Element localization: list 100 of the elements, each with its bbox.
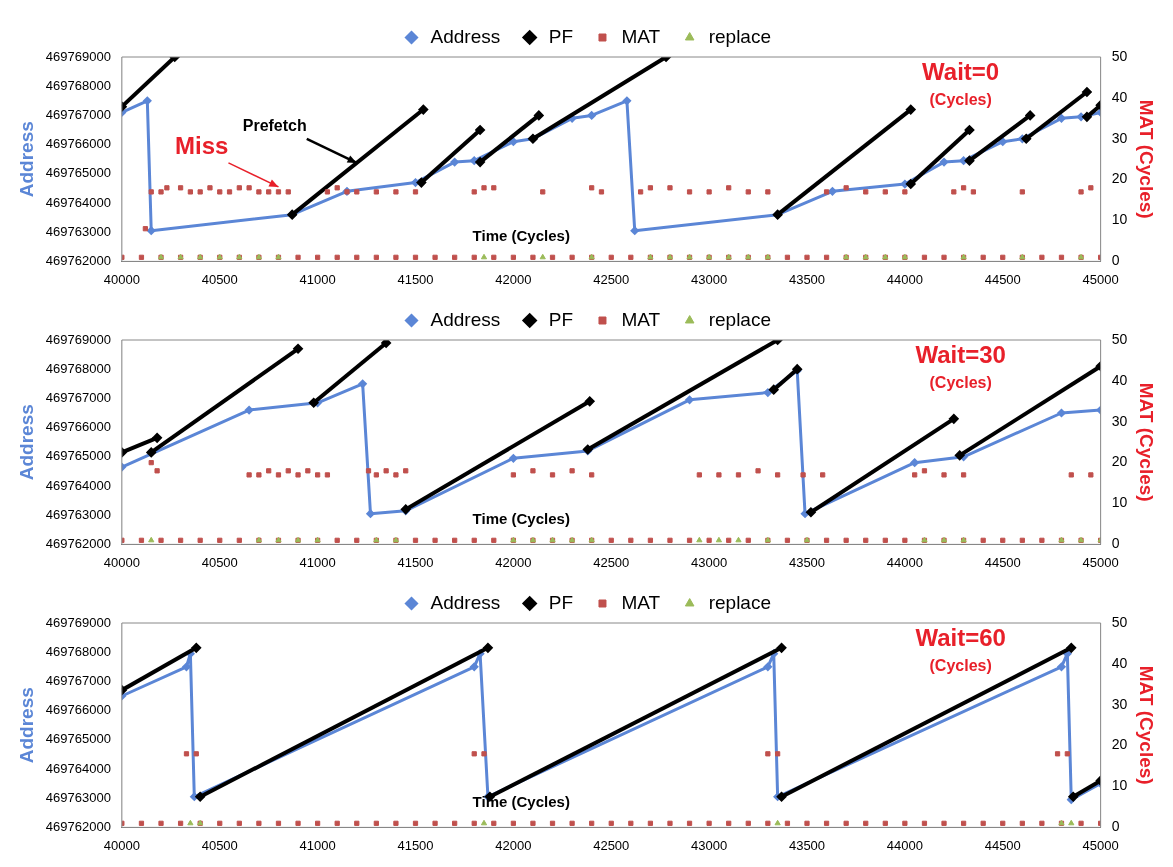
annotation: Wait=30 <box>915 340 1006 368</box>
y2-axis-title: MAT (Cycles) <box>1136 99 1158 219</box>
legend-label: replace <box>708 308 772 330</box>
annotation: Prefetch <box>242 117 307 135</box>
x-tick-label: 40000 <box>103 837 140 853</box>
x-tick-label: 45000 <box>1082 554 1119 570</box>
y2-tick-label: 40 <box>1111 371 1128 388</box>
legend-label: Address <box>430 25 501 47</box>
annotation: (Cycles) <box>929 657 992 675</box>
y-tick-label: 469767000 <box>45 106 111 122</box>
x-tick-label: 41000 <box>299 271 336 287</box>
y-tick-label: 469768000 <box>45 643 111 659</box>
y-tick-label: 469765000 <box>45 165 111 181</box>
y-tick-label: 469768000 <box>45 77 111 93</box>
x-tick-label: 43000 <box>691 837 728 853</box>
y-axis-title: Address <box>15 404 37 481</box>
y2-tick-label: 0 <box>1111 252 1120 269</box>
y-tick-label: 469763000 <box>45 506 111 522</box>
legend-label: replace <box>708 25 772 47</box>
y2-tick-label: 40 <box>1111 88 1128 105</box>
y-tick-label: 469764000 <box>45 760 111 776</box>
x-tick-label: 41000 <box>299 837 336 853</box>
y2-axis-title: MAT (Cycles) <box>1136 382 1158 502</box>
legend-label: MAT <box>621 308 661 330</box>
y2-tick-label: 20 <box>1111 736 1128 753</box>
x-tick-label: 42000 <box>495 837 532 853</box>
y2-tick-label: 50 <box>1111 47 1128 64</box>
x-tick-label: 44500 <box>984 837 1021 853</box>
x-tick-label: 45000 <box>1082 837 1119 853</box>
y2-tick-label: 50 <box>1111 330 1128 347</box>
y-axis-title: Address <box>15 687 37 764</box>
x-tick-label: 40500 <box>201 837 238 853</box>
y-tick-label: 469764000 <box>45 477 111 493</box>
annotation: Wait=0 <box>922 57 1000 85</box>
y2-tick-label: 20 <box>1111 170 1128 187</box>
x-tick-label: 43500 <box>788 837 826 853</box>
x-tick-label: 44000 <box>886 554 923 570</box>
legend-label: Address <box>430 308 501 330</box>
y-tick-label: 469769000 <box>45 48 111 64</box>
x-tick-label: 41500 <box>397 271 434 287</box>
y-tick-label: 469767000 <box>45 389 111 405</box>
y-tick-label: 469762000 <box>45 252 111 268</box>
y2-tick-label: 50 <box>1111 613 1128 630</box>
x-tick-label: 42500 <box>593 554 630 570</box>
x-axis-title: Time (Cycles) <box>472 510 570 528</box>
x-tick-label: 40500 <box>201 554 238 570</box>
annotation: (Cycles) <box>929 374 992 392</box>
x-tick-label: 45000 <box>1082 271 1119 287</box>
y-tick-label: 469762000 <box>45 535 111 551</box>
annotation: (Cycles) <box>929 91 992 109</box>
y-tick-label: 469763000 <box>45 789 111 805</box>
y-tick-label: 469766000 <box>45 702 111 718</box>
legend-label: PF <box>548 25 573 47</box>
y-tick-label: 469769000 <box>45 331 111 347</box>
x-tick-label: 43000 <box>691 271 728 287</box>
x-tick-label: 42000 <box>495 554 532 570</box>
legend-label: PF <box>548 308 573 330</box>
legend-label: MAT <box>621 591 661 613</box>
y2-tick-label: 30 <box>1111 129 1128 146</box>
y2-tick-label: 30 <box>1111 695 1128 712</box>
y2-tick-label: 10 <box>1111 494 1128 511</box>
y2-tick-label: 10 <box>1111 211 1128 228</box>
x-tick-label: 40000 <box>103 271 140 287</box>
y-tick-label: 469769000 <box>45 614 111 630</box>
legend-label: MAT <box>621 25 661 47</box>
x-tick-label: 44000 <box>886 837 923 853</box>
y-tick-label: 469766000 <box>45 136 111 152</box>
y-tick-label: 469765000 <box>45 731 111 747</box>
y2-tick-label: 0 <box>1111 535 1120 552</box>
y-tick-label: 469766000 <box>45 419 111 435</box>
y2-tick-label: 30 <box>1111 412 1128 429</box>
x-axis-title: Time (Cycles) <box>472 227 570 245</box>
y-tick-label: 469764000 <box>45 194 111 210</box>
x-axis-title: Time (Cycles) <box>472 793 570 811</box>
x-tick-label: 43500 <box>788 271 826 287</box>
x-tick-label: 42500 <box>593 271 630 287</box>
x-tick-label: 40500 <box>201 271 238 287</box>
x-tick-label: 41000 <box>299 554 336 570</box>
y-tick-label: 469768000 <box>45 360 111 376</box>
y-tick-label: 469767000 <box>45 672 111 688</box>
x-tick-label: 44000 <box>886 271 923 287</box>
x-tick-label: 41500 <box>397 554 434 570</box>
y2-tick-label: 40 <box>1111 654 1128 671</box>
y-axis-title: Address <box>15 121 37 198</box>
y-tick-label: 469762000 <box>45 818 111 834</box>
y2-tick-label: 10 <box>1111 777 1128 794</box>
y-tick-label: 469765000 <box>45 448 111 464</box>
x-tick-label: 42000 <box>495 271 532 287</box>
annotation: Miss <box>175 131 229 159</box>
x-tick-label: 40000 <box>103 554 140 570</box>
x-tick-label: 43500 <box>788 554 826 570</box>
x-tick-label: 44500 <box>984 554 1021 570</box>
y-tick-label: 469763000 <box>45 223 111 239</box>
legend-label: replace <box>708 591 772 613</box>
legend-label: Address <box>430 591 501 613</box>
legend-label: PF <box>548 591 573 613</box>
y2-tick-label: 20 <box>1111 453 1128 470</box>
y2-axis-title: MAT (Cycles) <box>1136 665 1158 785</box>
y2-tick-label: 0 <box>1111 818 1120 835</box>
annotation: Wait=60 <box>915 623 1006 651</box>
